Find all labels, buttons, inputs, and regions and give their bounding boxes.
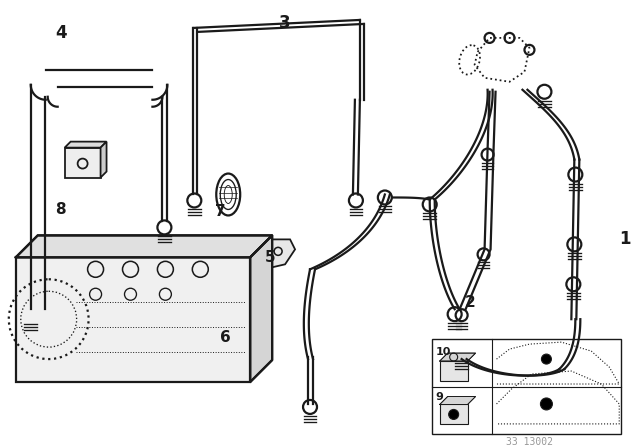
Circle shape — [541, 354, 552, 364]
Text: 3: 3 — [279, 14, 291, 32]
Text: 1: 1 — [620, 230, 631, 248]
Polygon shape — [440, 396, 476, 405]
Text: 6: 6 — [220, 330, 230, 345]
Polygon shape — [16, 235, 272, 257]
Polygon shape — [65, 142, 106, 148]
Text: 2: 2 — [465, 295, 476, 310]
Bar — [65, 148, 100, 177]
Text: 4: 4 — [55, 24, 67, 42]
Bar — [440, 361, 468, 381]
Text: 7: 7 — [215, 204, 225, 219]
Bar — [432, 339, 621, 434]
Polygon shape — [440, 353, 476, 361]
Text: 5: 5 — [265, 250, 275, 265]
Text: 8: 8 — [55, 202, 66, 217]
Bar — [16, 257, 250, 382]
Circle shape — [449, 409, 459, 419]
Circle shape — [540, 398, 552, 410]
Polygon shape — [100, 142, 106, 177]
Text: 9: 9 — [436, 392, 444, 402]
Polygon shape — [250, 235, 272, 382]
Text: 33 13002: 33 13002 — [506, 437, 553, 447]
Bar — [440, 405, 468, 424]
Text: 10: 10 — [436, 347, 451, 357]
Polygon shape — [256, 239, 295, 267]
